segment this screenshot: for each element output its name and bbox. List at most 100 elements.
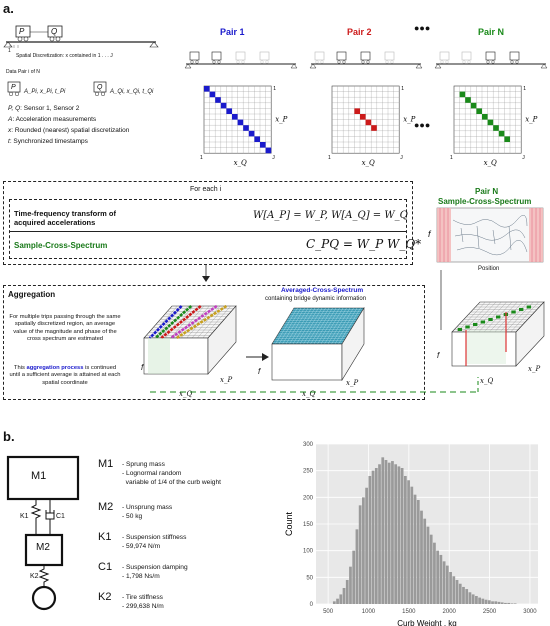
pair-n-title: Pair N <box>478 27 505 37</box>
histogram-bar <box>416 500 420 604</box>
tf-label: Time-frequency transform of acquired acc… <box>14 209 116 227</box>
parameter-line: - 50 kg <box>122 513 143 520</box>
pair-trace <box>148 305 183 339</box>
cube1-xq: x_Q <box>179 390 193 398</box>
pair-n-box-title1: Pair N <box>475 187 499 196</box>
data-pair-vehicles <box>7 81 107 97</box>
cube2-f: f <box>258 367 261 376</box>
matrix-J: J <box>400 155 403 161</box>
parameter-row: K1 - Suspension stiffness - 59,974 N/m <box>98 531 278 551</box>
legend-item: A: Acceleration measurements <box>8 114 178 125</box>
histogram-bar <box>345 580 349 604</box>
matrix-cell <box>204 86 210 92</box>
cube-side <box>207 305 237 375</box>
parameter-line: variable of 1/4 of the curb weight <box>122 479 221 486</box>
panel-a-label: a. <box>3 1 14 16</box>
parameter-list: M1 - Sprung mass - Lognormal random variab… <box>98 458 278 611</box>
bridge-q-label: Q <box>51 27 58 36</box>
diag-cell <box>519 308 524 311</box>
histogram-bar <box>426 526 430 604</box>
matrix-xp: x_P <box>403 116 415 124</box>
histogram-bar <box>504 602 507 604</box>
histogram-bar <box>510 603 514 604</box>
aggregation-text2: This aggregation process is continued un… <box>8 365 122 387</box>
matrix-J: J <box>272 155 275 161</box>
histogram-bar <box>465 589 469 604</box>
histogram-bar <box>358 505 362 604</box>
scs-label: Sample-Cross-Spectrum <box>14 241 108 250</box>
parameter-symbol: K1 <box>98 531 112 543</box>
x-tick-label: 1500 <box>402 609 416 615</box>
legend-key: t <box>8 138 10 145</box>
y-axis-label: Count <box>284 512 294 537</box>
pair-matrix: 1 J 1 x_Q x_P <box>450 85 538 167</box>
histogram-bar <box>413 494 417 604</box>
histogram-bar <box>449 572 452 604</box>
green-dashed-link <box>150 377 480 393</box>
matrix-cell <box>360 114 366 120</box>
histogram-bar <box>394 464 398 604</box>
histogram-bar <box>355 529 359 604</box>
histogram-bar <box>445 565 449 604</box>
matrix-cell <box>470 102 477 109</box>
matrix-cell <box>254 136 260 142</box>
pair-trace <box>175 304 228 340</box>
parameter-line: - 59,974 N/m <box>122 543 161 550</box>
matrix-cell <box>220 102 227 109</box>
histogram-bar <box>452 576 456 604</box>
histogram-bar <box>478 597 481 604</box>
pair-n-spectrogram <box>436 207 544 263</box>
y-tick-label: 300 <box>303 442 314 448</box>
matrix-cell <box>476 108 482 114</box>
histogram-bar <box>400 468 404 604</box>
matrix-one: 1 <box>450 155 453 161</box>
spatial-discretization-label: Spatial Discretization: x contained in 1… <box>16 53 113 59</box>
matrix-cell <box>465 97 471 103</box>
matrix-cell <box>498 130 505 137</box>
matrix-xp: x_P <box>275 116 287 124</box>
histogram-bar <box>374 468 378 604</box>
matrix-cell <box>215 97 221 103</box>
cube1-f: f <box>141 363 144 372</box>
legend-text: : Rounded (nearest) spatial discretizati… <box>11 127 130 134</box>
acs-subtitle: containing bridge dynamic information <box>265 296 367 302</box>
model-k1: K1 <box>20 513 29 520</box>
model-c1: C1 <box>56 513 65 520</box>
cube3-xp: x_P <box>528 365 541 373</box>
histogram-bar <box>410 486 414 604</box>
legend-key: A <box>8 116 13 123</box>
histogram-bar <box>484 599 488 604</box>
parameter-line: - Lognormal random <box>122 470 182 477</box>
histogram-bar <box>384 460 388 604</box>
histogram-bar <box>429 534 433 604</box>
parameter-row: M2 - Unsprung mass - 50 kg <box>98 501 278 521</box>
histogram-bar <box>339 594 343 604</box>
matrix-cell <box>459 91 466 98</box>
histogram-bar <box>462 586 465 604</box>
matrix-cell <box>232 114 238 120</box>
curb-weight-histogram: 0 50 100 150 200 250 300 500 1000 1500 2000 2500 300… <box>284 442 538 626</box>
cube-front <box>451 331 517 367</box>
x-tick-label: 2000 <box>443 609 457 615</box>
histogram-bar <box>468 592 472 604</box>
matrix-cell <box>248 130 255 137</box>
legend-text: : Acceleration measurements <box>12 116 97 123</box>
legend-text: : Synchronized timestamps <box>9 138 88 145</box>
arrow-right <box>246 353 269 361</box>
diag-cell <box>465 325 470 329</box>
legend-item: P, Q: Sensor 1, Sensor 2 <box>8 103 178 114</box>
data-pair-q-vars: A_Qi, x_Qi, t_Qi <box>110 89 154 95</box>
histogram-bar <box>436 550 440 604</box>
histogram-bar <box>387 462 391 604</box>
model-m2: M2 <box>36 542 50 553</box>
matrix-xq: x_Q <box>484 159 497 167</box>
matrix-cell <box>487 119 494 126</box>
matrix-cell <box>371 125 377 131</box>
parameter-line: - Suspension stiffness <box>122 534 187 541</box>
pair-trace <box>160 304 202 340</box>
matrix-cell <box>265 147 272 154</box>
aggregation-cube-1 <box>143 304 237 375</box>
matrix-one: 1 <box>200 155 203 161</box>
histogram-bar <box>352 550 356 604</box>
histogram-bar <box>368 476 372 604</box>
